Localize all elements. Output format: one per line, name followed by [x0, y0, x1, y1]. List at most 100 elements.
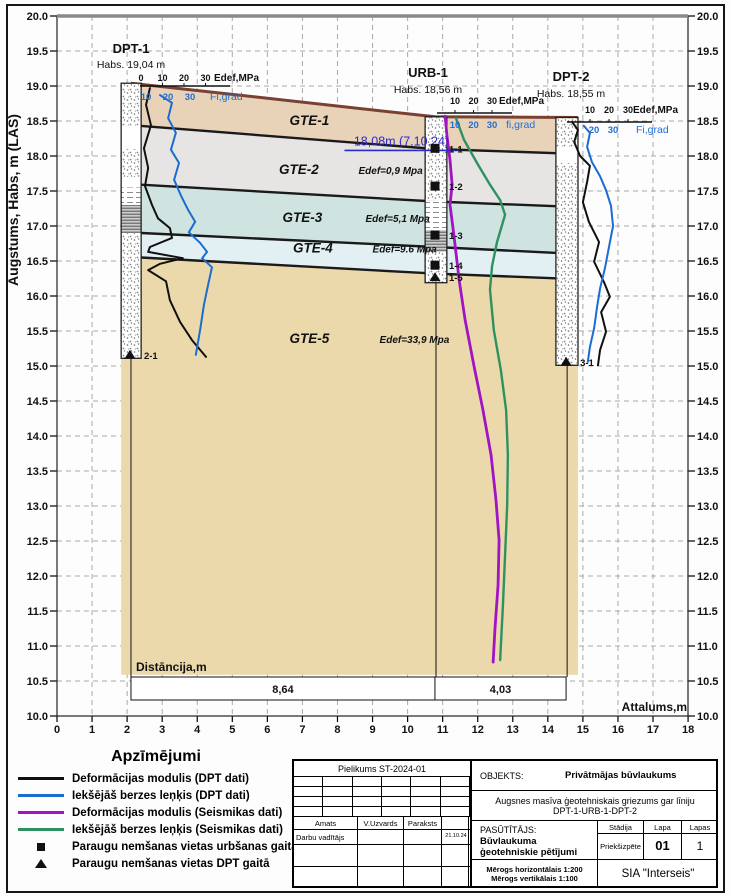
signature-header-row: Amats V.Uzvards Paraksts [294, 817, 470, 830]
svg-text:13.5: 13.5 [697, 466, 718, 478]
sample-label: 1-4 [449, 261, 463, 272]
svg-text:12.0: 12.0 [697, 571, 718, 583]
fi-scale-unit: fi,grad [506, 119, 535, 131]
signature-row: Darbu vadītājs 21.10.24 [294, 830, 470, 845]
distance-axis-label: Distāncija,m [136, 660, 207, 674]
edef-scale-unit: Edef,MPa [214, 73, 259, 84]
legend-item: Paraugu nemšanas vietas urbšanas gaitā [18, 838, 298, 855]
svg-text:15.0: 15.0 [27, 361, 48, 373]
layer-label: GTE-3 [283, 210, 323, 225]
curve [142, 87, 208, 358]
signature-table: Pielikums ST-2024-01 Amats V.Uzvards Par… [294, 761, 472, 888]
svg-text:6: 6 [264, 724, 270, 736]
title-block: Pielikums ST-2024-01 Amats V.Uzvards Par… [292, 759, 718, 888]
svg-text:18.0: 18.0 [697, 151, 718, 163]
svg-text:16.5: 16.5 [697, 256, 718, 268]
svg-text:10: 10 [585, 105, 595, 115]
svg-text:17: 17 [647, 724, 659, 736]
sample-square-marker [430, 181, 440, 191]
curve [159, 94, 213, 356]
distance-box [130, 676, 567, 701]
svg-text:20: 20 [163, 92, 174, 103]
svg-text:14.0: 14.0 [697, 431, 718, 443]
svg-text:10: 10 [450, 96, 460, 106]
sample-label: 3-1 [580, 358, 594, 369]
legend-item: Deformācijas modulis (DPT dati) [18, 770, 294, 787]
sample-label: 1-3 [449, 231, 463, 242]
sample-label: 1-1 [449, 144, 463, 155]
svg-text:16.5: 16.5 [27, 256, 48, 268]
scale-cell: Mērogs horizontālais 1:200 Mērogs vertik… [472, 860, 598, 888]
borehole-elevation: Habs. 18,55 m [537, 88, 606, 100]
svg-text:9: 9 [369, 724, 375, 736]
measurement-curves [142, 87, 615, 664]
sample-square-marker [430, 230, 440, 240]
svg-text:20.0: 20.0 [697, 11, 718, 23]
fi-scale-unit: Fi,grad [210, 91, 243, 103]
distance-value: 8,64 [272, 684, 294, 696]
sample-triangle-marker [560, 356, 572, 366]
layer-label: GTE-5 [290, 331, 330, 346]
layer-edef-label: Edef=5,1 Mpa [366, 214, 431, 225]
svg-text:19.0: 19.0 [27, 81, 48, 93]
svg-text:19.0: 19.0 [697, 81, 718, 93]
svg-text:13.5: 13.5 [27, 466, 48, 478]
drawing-title: Augsnes masīva ģeotehniskais griezums ga… [472, 791, 718, 821]
sample-label: 1-2 [449, 182, 463, 193]
legend-item: Deformācijas modulis (Seismikas dati) [18, 804, 294, 821]
legend: Apzīmējumi Deformācijas modulis (DPT dat… [18, 748, 298, 872]
svg-text:1: 1 [89, 724, 95, 736]
borehole-elevation: Habs. 19,04 m [97, 59, 166, 71]
black-line-swatch [18, 777, 64, 780]
svg-text:11.5: 11.5 [697, 606, 718, 618]
sample-label: 1-5 [449, 273, 463, 284]
triangle-marker-icon [35, 859, 47, 868]
svg-text:17.5: 17.5 [697, 186, 718, 198]
layer-GTE-4 [121, 233, 578, 280]
svg-text:20: 20 [604, 105, 614, 115]
date-cell: 21.10.24 [442, 830, 469, 844]
svg-text:0: 0 [138, 73, 143, 83]
layer-edef-label: Edef=33,9 Mpa [380, 335, 450, 346]
green-line-swatch [18, 828, 64, 831]
svg-text:30: 30 [608, 125, 619, 136]
svg-text:20: 20 [589, 125, 600, 136]
svg-text:19.5: 19.5 [27, 46, 48, 58]
sample-label: 2-1 [144, 351, 158, 362]
borehole-title: DPT-1 [113, 41, 150, 56]
svg-text:12: 12 [472, 724, 484, 736]
legend-item: Iekšējāš berzes leņķis (DPT dati) [18, 787, 294, 804]
svg-text:20: 20 [468, 120, 479, 131]
svg-text:15: 15 [577, 724, 589, 736]
svg-text:8: 8 [334, 724, 340, 736]
stage-sheet-table: Stādija Lapa Lapas Priekšizpēte 01 1 [598, 821, 718, 859]
svg-text:14: 14 [542, 724, 555, 736]
svg-text:13.0: 13.0 [27, 501, 48, 513]
curve [443, 114, 501, 664]
svg-text:12.5: 12.5 [27, 536, 48, 548]
svg-text:17.0: 17.0 [697, 221, 718, 233]
legend-title: Apzīmējumi [111, 748, 201, 765]
layer-GTE-5 [121, 256, 578, 675]
company-name: SIA "Interseis" [621, 868, 695, 880]
curve [582, 124, 615, 363]
x-axis-title: Attalums,m [622, 700, 687, 714]
svg-text:10: 10 [157, 73, 167, 83]
svg-text:14.5: 14.5 [697, 396, 718, 408]
distance-value: 4,03 [490, 684, 511, 696]
curve [571, 120, 611, 367]
svg-text:14.0: 14.0 [27, 431, 48, 443]
svg-text:16.0: 16.0 [697, 291, 718, 303]
layer-edef-label: Edef=9.6 Mpa [373, 245, 438, 256]
signature-minigrid [294, 777, 470, 817]
curve [454, 116, 510, 662]
borehole-columns [120, 82, 579, 677]
svg-text:15.5: 15.5 [27, 326, 48, 338]
svg-text:2: 2 [124, 724, 130, 736]
blue-line-swatch [18, 794, 64, 797]
sample-triangle-marker [124, 349, 136, 359]
soil-layers [121, 81, 579, 675]
borehole-title: URB-1 [408, 65, 448, 80]
